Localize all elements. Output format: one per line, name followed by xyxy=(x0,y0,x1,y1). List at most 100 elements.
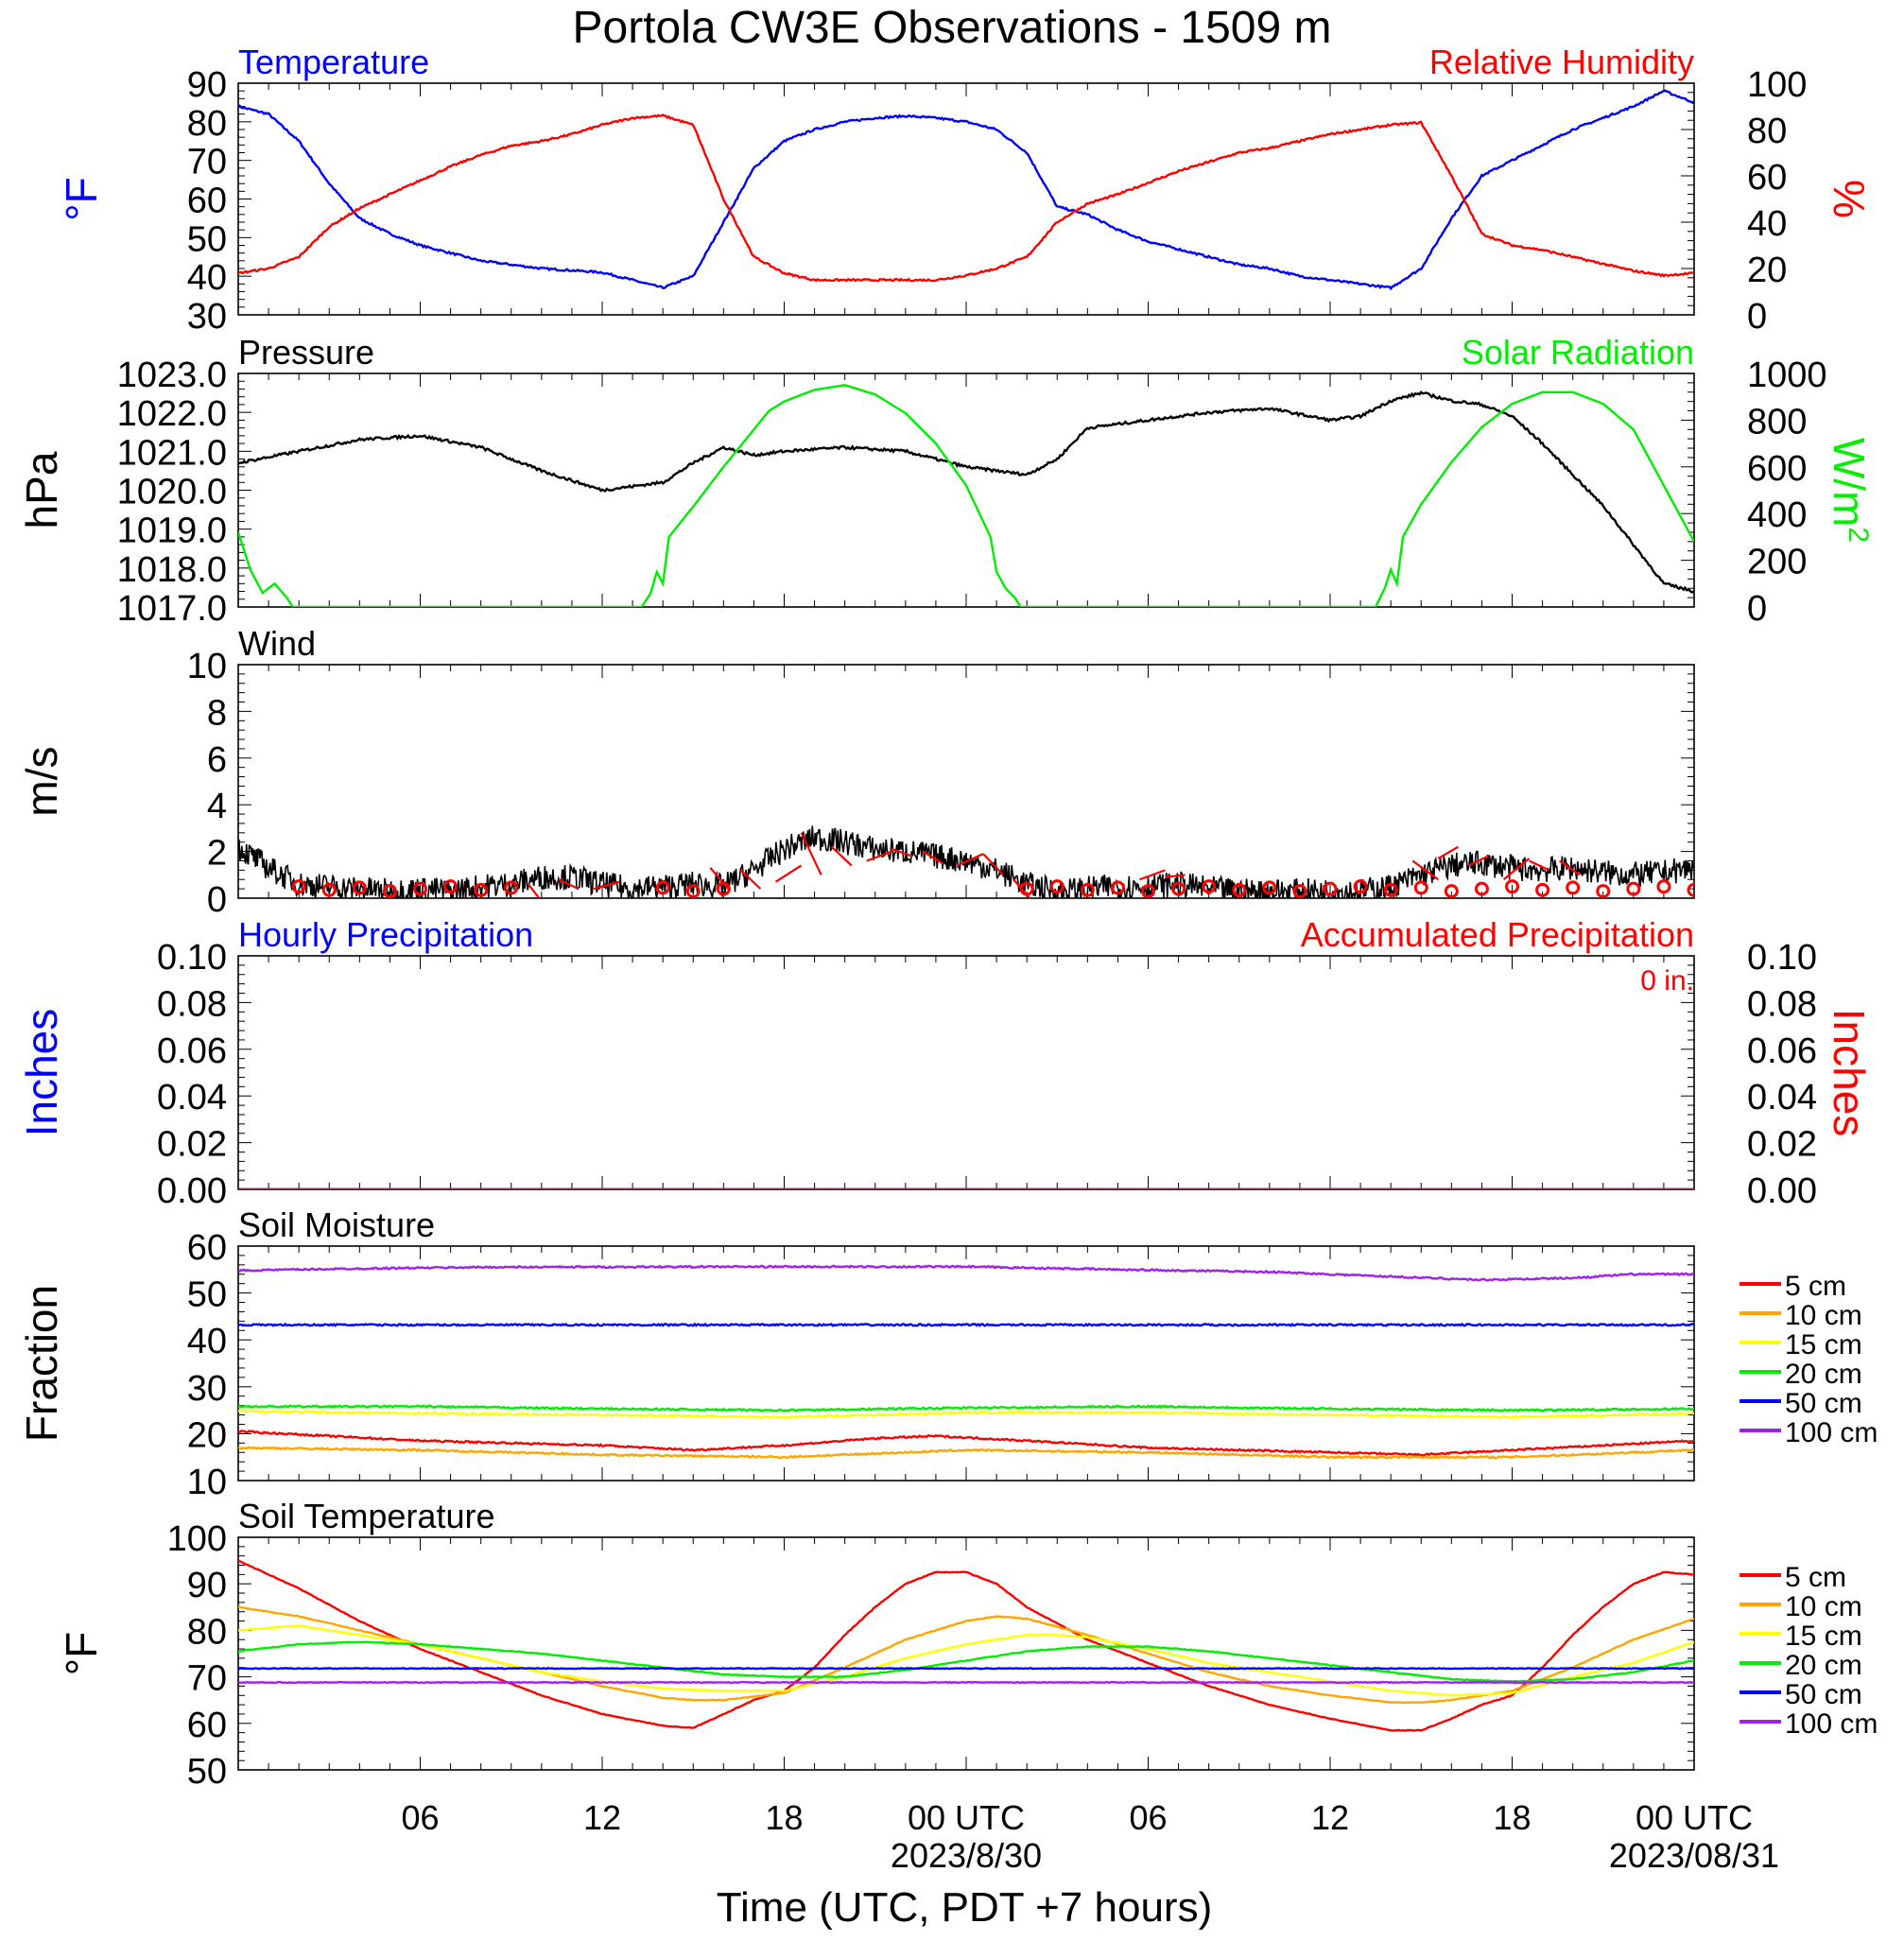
y-tick-label-right: 20 xyxy=(1747,251,1787,290)
calm-circle xyxy=(716,881,731,896)
legend-label: 5 cm xyxy=(1785,1271,1846,1302)
calm-circle xyxy=(1687,882,1694,897)
wind-barb xyxy=(593,880,620,891)
wind-barb xyxy=(1502,858,1531,881)
calm-circle xyxy=(1049,879,1065,894)
panel-annotation: 0 in. xyxy=(1640,965,1694,996)
y-axis-label-left: hPa xyxy=(17,451,66,529)
y-tick-label-right: 1000 xyxy=(1747,355,1827,395)
calm-circle xyxy=(1141,884,1155,898)
y-tick-label-right: 0.06 xyxy=(1747,1031,1817,1071)
y-tick-label-left: 60 xyxy=(187,1228,227,1268)
calm-circle xyxy=(1566,880,1581,895)
y-tick-label-right: 400 xyxy=(1747,495,1807,535)
y-tick-label-left: 70 xyxy=(187,1659,227,1699)
y-tick-label-left: 1021.0 xyxy=(117,433,227,473)
y-tick-label-left: 0.04 xyxy=(157,1078,227,1118)
y-tick-label-right: 100 xyxy=(1747,65,1807,105)
series-line-100-cm xyxy=(238,1680,1694,1685)
calm-circle xyxy=(1626,881,1641,896)
calm-circle xyxy=(1110,880,1125,895)
calm-circle xyxy=(1262,880,1277,895)
y-tick-label-right: 200 xyxy=(1747,543,1807,582)
x-date-label: 2023/8/30 xyxy=(891,1836,1042,1875)
series-group xyxy=(238,825,1694,898)
panel-frame xyxy=(237,1245,1695,1482)
x-tick-label: 12 xyxy=(583,1798,621,1837)
panel-2: 0 2 4 6 8 10 Wind m/s xyxy=(17,624,1695,920)
panel-frame xyxy=(237,82,1695,316)
y-axis-label-left: Fraction xyxy=(17,1285,66,1442)
series-line-10-cm xyxy=(238,1446,1694,1460)
y-tick-label-left: 20 xyxy=(187,1415,227,1455)
panel-4: 10 20 30 40 50 60 Soil Moisture Fraction 5 cm10 … xyxy=(17,1205,1878,1502)
y-tick-label-left: 0.02 xyxy=(157,1125,227,1165)
series-line-20-cm xyxy=(238,1640,1694,1683)
y-axis-label-right: % xyxy=(1825,180,1874,218)
y-tick-label-left: 50 xyxy=(187,1275,227,1315)
y-tick-label-left: 1019.0 xyxy=(117,511,227,551)
wind-barb xyxy=(739,869,762,890)
series-line-5-cm xyxy=(238,1430,1694,1457)
x-tick-label: 06 xyxy=(401,1798,439,1837)
y-tick-label-left: 90 xyxy=(187,1566,227,1605)
y-tick-label-left: 80 xyxy=(187,104,227,144)
panel-frame xyxy=(237,373,1695,608)
series-line-solar-radiation xyxy=(238,384,1694,607)
calm-circle xyxy=(382,884,397,898)
y-axis-label-left: m/s xyxy=(17,746,66,816)
y-tick-label-left: 0 xyxy=(207,880,227,920)
wind-barb xyxy=(1013,878,1031,898)
x-date-label: 2023/08/31 xyxy=(1609,1836,1779,1875)
legend-label: 15 cm xyxy=(1785,1329,1862,1360)
y-tick-label-left: 80 xyxy=(187,1612,227,1652)
x-tick-label: 18 xyxy=(1493,1798,1531,1837)
y-tick-label-right: 0 xyxy=(1747,589,1767,629)
series-line-100-cm xyxy=(238,1264,1694,1282)
x-axis-label: Time (UTC, PDT +7 hours) xyxy=(717,1884,1212,1931)
y-tick-label-right: 0.10 xyxy=(1747,938,1817,978)
legend-label: 50 cm xyxy=(1785,1679,1862,1710)
panel-1: 1017.01018.01019.01020.01021.01022.01023… xyxy=(17,333,1875,629)
series-line-15-cm xyxy=(238,1409,1694,1420)
panel-frame xyxy=(237,955,1695,1190)
y-tick-label-left: 1017.0 xyxy=(117,589,227,629)
wind-barb xyxy=(774,864,803,883)
figure-title: Portola CW3E Observations - 1509 m xyxy=(573,3,1332,53)
y-tick-label-right: 800 xyxy=(1747,402,1807,442)
legend-label: 15 cm xyxy=(1785,1620,1862,1652)
calm-circle xyxy=(1535,882,1550,897)
y-axis-label-left: Inches xyxy=(17,1009,66,1137)
calm-circle xyxy=(655,880,670,895)
y-tick-label-left: 40 xyxy=(187,258,227,298)
wind-barb xyxy=(1529,859,1550,872)
y-tick-label-left: 4 xyxy=(207,787,227,826)
calm-circle xyxy=(413,881,427,896)
y-tick-label-left: 60 xyxy=(187,182,227,221)
y-tick-label-left: 10 xyxy=(187,1463,227,1502)
legend-label: 10 cm xyxy=(1785,1591,1862,1622)
series-line-relative-humidity xyxy=(238,113,1694,283)
y-axis-label-right: W/m2 xyxy=(1825,438,1875,543)
wind-barb xyxy=(1165,874,1186,878)
calm-circle xyxy=(1505,879,1519,894)
calm-circle xyxy=(291,879,306,894)
calm-circle xyxy=(1413,880,1428,895)
y-tick-label-left: 1020.0 xyxy=(117,473,227,512)
y-axis-label-left: °F xyxy=(57,1632,106,1676)
y-tick-label-left: 1023.0 xyxy=(117,355,227,395)
series-group xyxy=(238,1264,1694,1460)
calm-circle xyxy=(1353,879,1368,894)
y-tick-label-left: 50 xyxy=(187,219,227,259)
y-tick-label-left: 0.00 xyxy=(157,1171,227,1211)
wind-barb xyxy=(527,883,541,898)
calm-circle xyxy=(443,879,459,894)
y-tick-label-left: 50 xyxy=(187,1752,227,1792)
y-tick-label-left: 6 xyxy=(207,740,227,780)
legend-label: 50 cm xyxy=(1785,1388,1862,1419)
legend-label: 20 cm xyxy=(1785,1650,1862,1681)
series-line-20-cm xyxy=(238,1404,1694,1412)
calm-circle xyxy=(685,884,701,898)
calm-circle xyxy=(1323,881,1338,896)
wind-barb xyxy=(1139,869,1166,881)
